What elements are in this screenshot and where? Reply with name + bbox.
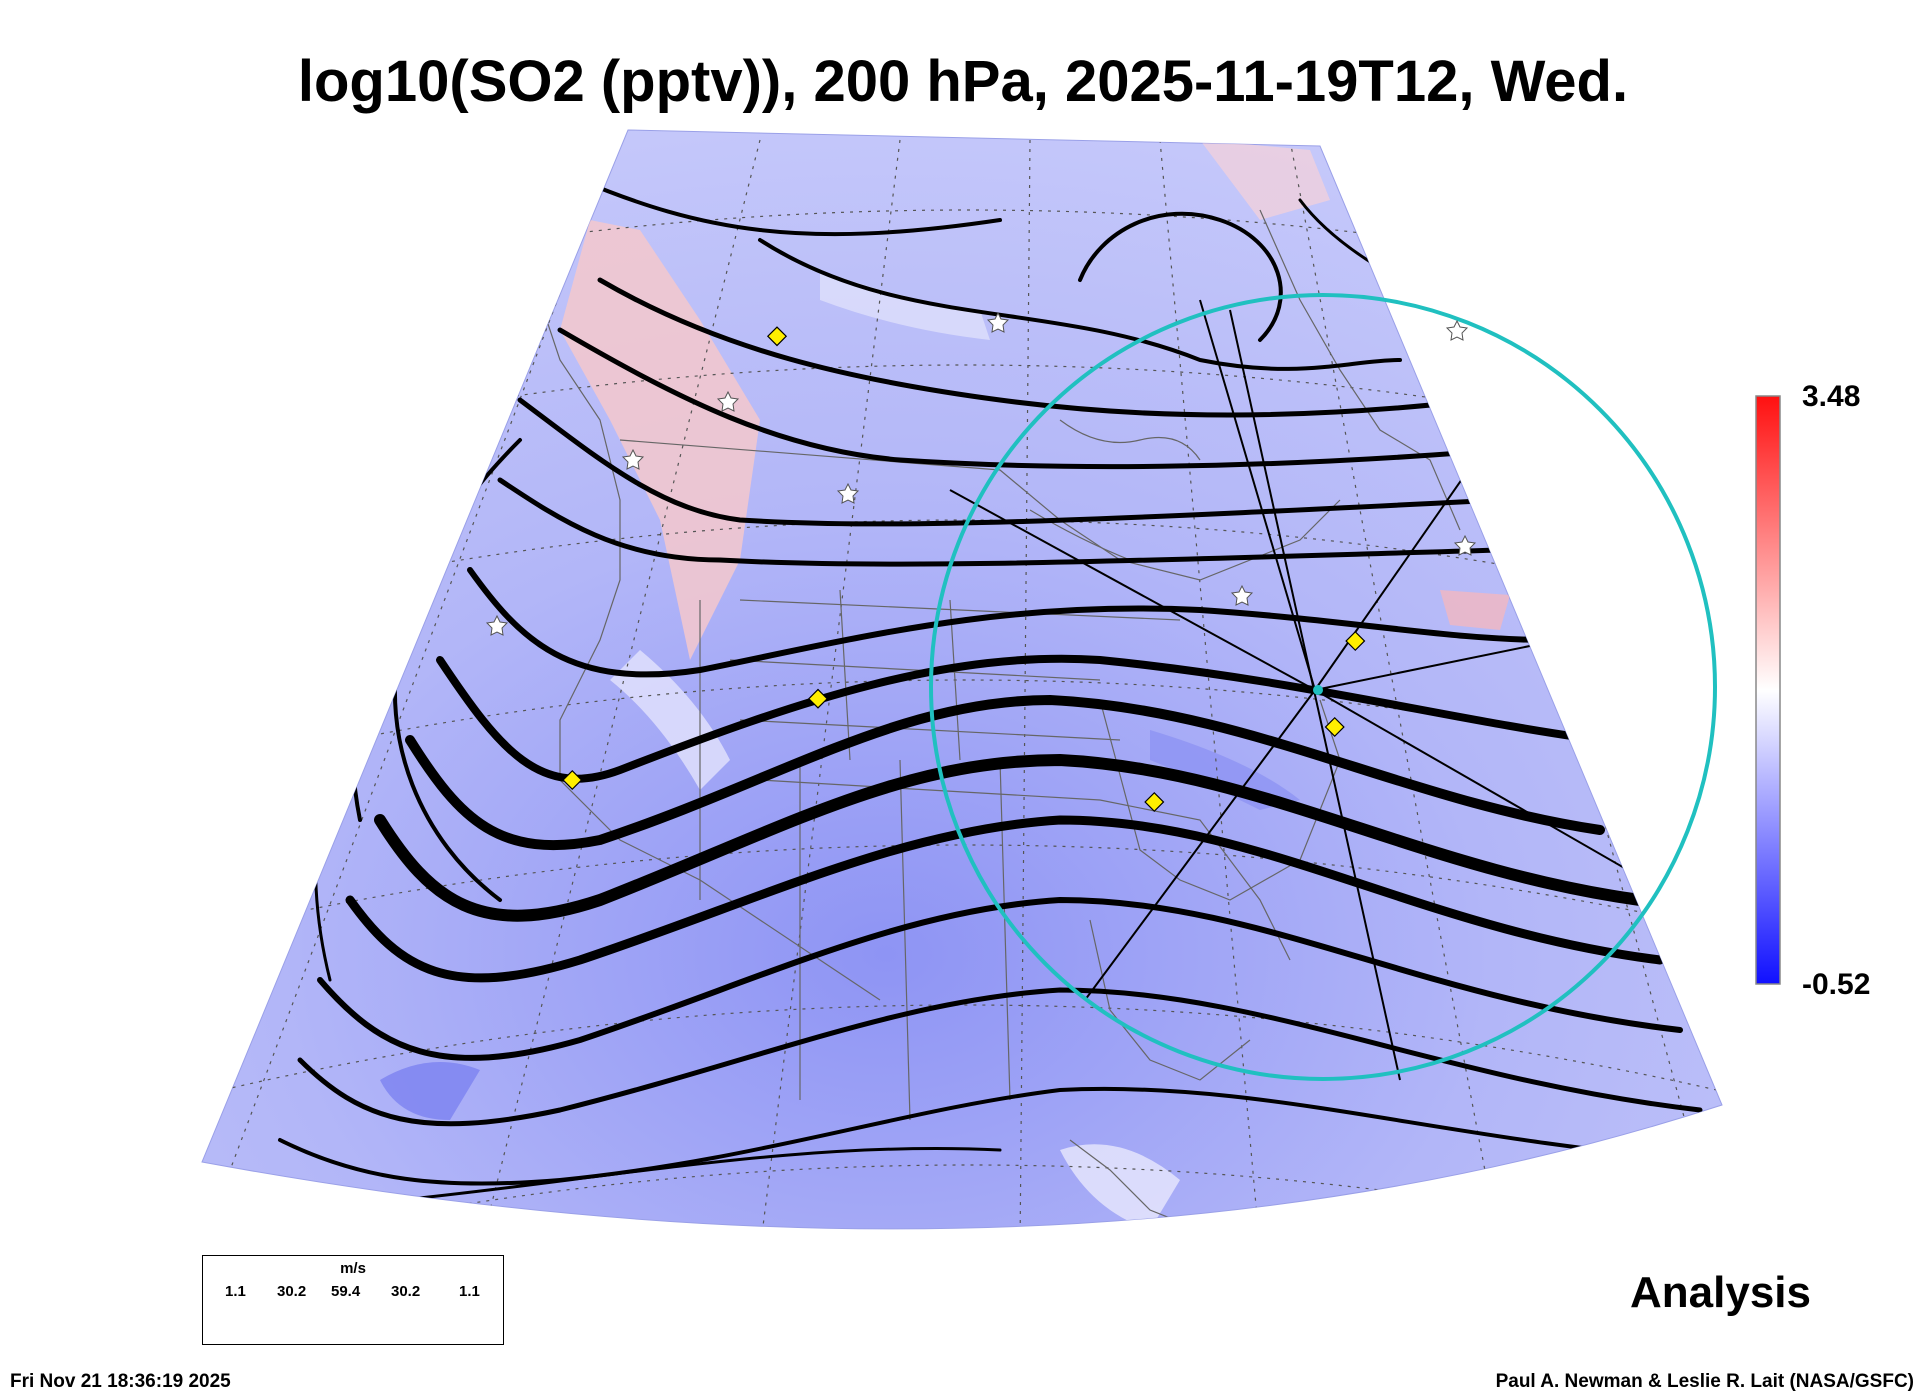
- diamond-icon: [766, 326, 788, 347]
- diamond-icon: [807, 688, 829, 709]
- diamond-icon: [1345, 630, 1366, 652]
- footer-credit: Paul A. Newman & Leslie R. Lait (NASA/GS…: [1495, 1371, 1914, 1392]
- map-title: log10(SO2 (pptv)), 200 hPa, 2025-11-19T1…: [297, 49, 1629, 114]
- range-circle: [929, 293, 1717, 1081]
- station-markers: [485, 311, 1477, 636]
- map-domain: [201, 129, 1723, 1230]
- colorbar: [1755, 395, 1781, 985]
- colorbar-min-label: -0.52: [1802, 968, 1871, 1001]
- coastlines: [499, 209, 1461, 1229]
- star-icon: [716, 390, 740, 412]
- footer-timestamp: Fri Nov 21 18:36:19 2025: [10, 1371, 231, 1392]
- star-icon: [836, 482, 860, 504]
- wind-streamlines: [278, 178, 1703, 1202]
- legend-value: 1.1: [459, 1283, 480, 1300]
- analysis-label: Analysis: [1630, 1268, 1811, 1317]
- star-icon: [1230, 584, 1254, 606]
- legend-value: 1.1: [225, 1283, 246, 1300]
- center-marker: [1313, 685, 1323, 695]
- wind-speed-legend: m/s 1.1 30.2 59.4 30.2 1.1: [202, 1255, 504, 1345]
- legend-value: 30.2: [391, 1283, 421, 1300]
- star-icon: [1445, 319, 1469, 341]
- diamond-markers: [562, 326, 1366, 813]
- diamond-icon: [1324, 716, 1345, 738]
- star-icon: [986, 311, 1010, 333]
- legend-value: 59.4: [331, 1283, 361, 1300]
- diamond-icon: [1144, 791, 1165, 813]
- colorbar-max-label: 3.48: [1802, 380, 1861, 413]
- diamond-icon: [562, 769, 583, 791]
- star-icon: [621, 448, 645, 470]
- legend-unit: m/s: [340, 1260, 366, 1277]
- legend-value: 30.2: [277, 1283, 307, 1300]
- high-so2-plume: [560, 220, 760, 660]
- star-icon: [1453, 534, 1477, 556]
- star-icon: [485, 614, 509, 636]
